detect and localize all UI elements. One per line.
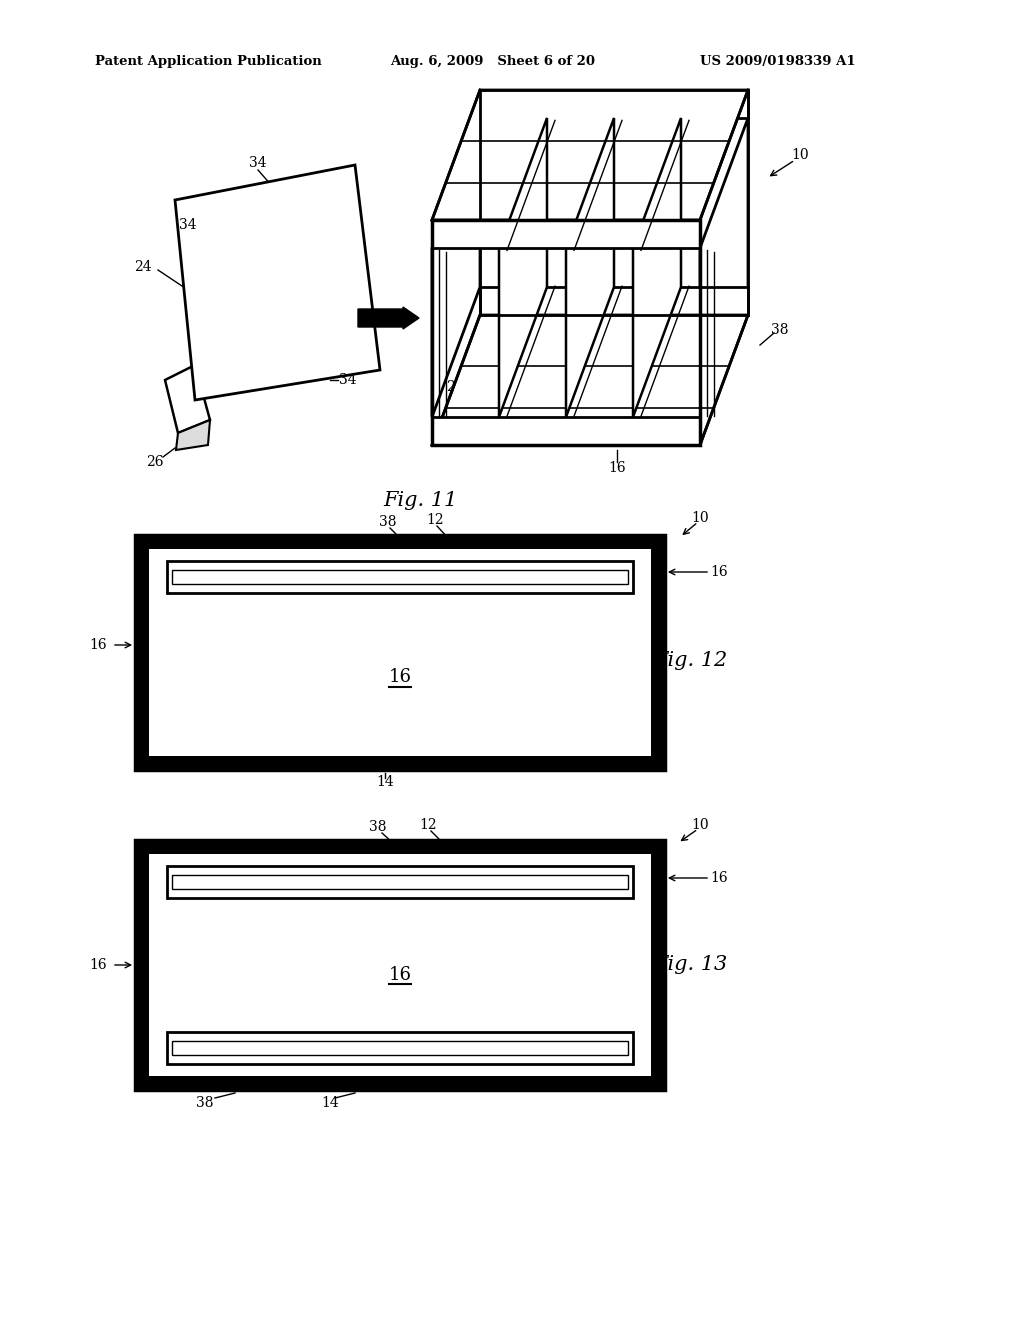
Bar: [172, 875, 628, 888]
Text: 16: 16: [89, 958, 106, 972]
Text: 38: 38: [771, 323, 788, 337]
Polygon shape: [176, 420, 210, 450]
Text: US 2009/0198339 A1: US 2009/0198339 A1: [700, 55, 856, 69]
Polygon shape: [480, 286, 748, 315]
Text: 12: 12: [426, 513, 443, 527]
Text: 38: 38: [574, 119, 592, 133]
Text: 16: 16: [388, 966, 412, 983]
Text: 10: 10: [792, 148, 809, 162]
Text: Fig. 13: Fig. 13: [653, 956, 727, 974]
Text: 24: 24: [134, 260, 152, 275]
Text: 38: 38: [379, 515, 396, 529]
Polygon shape: [700, 117, 748, 417]
Bar: [135, 535, 665, 770]
Text: 16: 16: [89, 638, 106, 652]
Text: 34: 34: [179, 218, 197, 232]
Text: 16: 16: [388, 668, 412, 686]
Polygon shape: [432, 417, 700, 445]
Text: 16: 16: [710, 871, 728, 884]
Polygon shape: [499, 117, 547, 417]
Text: Patent Application Publication: Patent Application Publication: [95, 55, 322, 69]
Text: 10: 10: [691, 818, 709, 832]
Polygon shape: [633, 117, 681, 417]
Bar: [167, 866, 633, 898]
Text: 38: 38: [674, 123, 692, 137]
Polygon shape: [165, 366, 210, 433]
Text: 14: 14: [376, 775, 394, 789]
Polygon shape: [432, 220, 700, 248]
Text: 12: 12: [459, 160, 477, 174]
Text: 12: 12: [419, 818, 437, 832]
Text: 38: 38: [197, 1096, 214, 1110]
Polygon shape: [175, 165, 380, 400]
FancyArrow shape: [358, 308, 419, 329]
Bar: [150, 549, 651, 756]
Bar: [150, 854, 651, 1076]
Bar: [135, 840, 665, 1090]
Polygon shape: [432, 90, 748, 220]
Bar: [135, 840, 665, 1090]
Text: 34: 34: [249, 156, 267, 170]
Text: 10: 10: [691, 511, 709, 525]
Text: 16: 16: [608, 461, 626, 475]
Polygon shape: [432, 315, 748, 445]
Text: 26: 26: [146, 455, 164, 469]
Text: Aug. 6, 2009   Sheet 6 of 20: Aug. 6, 2009 Sheet 6 of 20: [390, 55, 595, 69]
Bar: [172, 1041, 628, 1055]
Bar: [172, 570, 628, 583]
Text: 38: 38: [370, 820, 387, 834]
Polygon shape: [566, 117, 614, 417]
Bar: [167, 561, 633, 593]
Bar: [135, 535, 665, 770]
Bar: [167, 1032, 633, 1064]
Text: 20: 20: [446, 380, 464, 393]
Polygon shape: [480, 90, 748, 117]
Polygon shape: [432, 117, 480, 417]
Text: Fig. 12: Fig. 12: [653, 651, 727, 669]
Text: Fig. 11: Fig. 11: [383, 491, 457, 510]
Text: 14: 14: [322, 1096, 339, 1110]
Text: 34: 34: [339, 374, 356, 387]
Text: 16: 16: [710, 565, 728, 579]
Text: 38: 38: [489, 131, 507, 145]
